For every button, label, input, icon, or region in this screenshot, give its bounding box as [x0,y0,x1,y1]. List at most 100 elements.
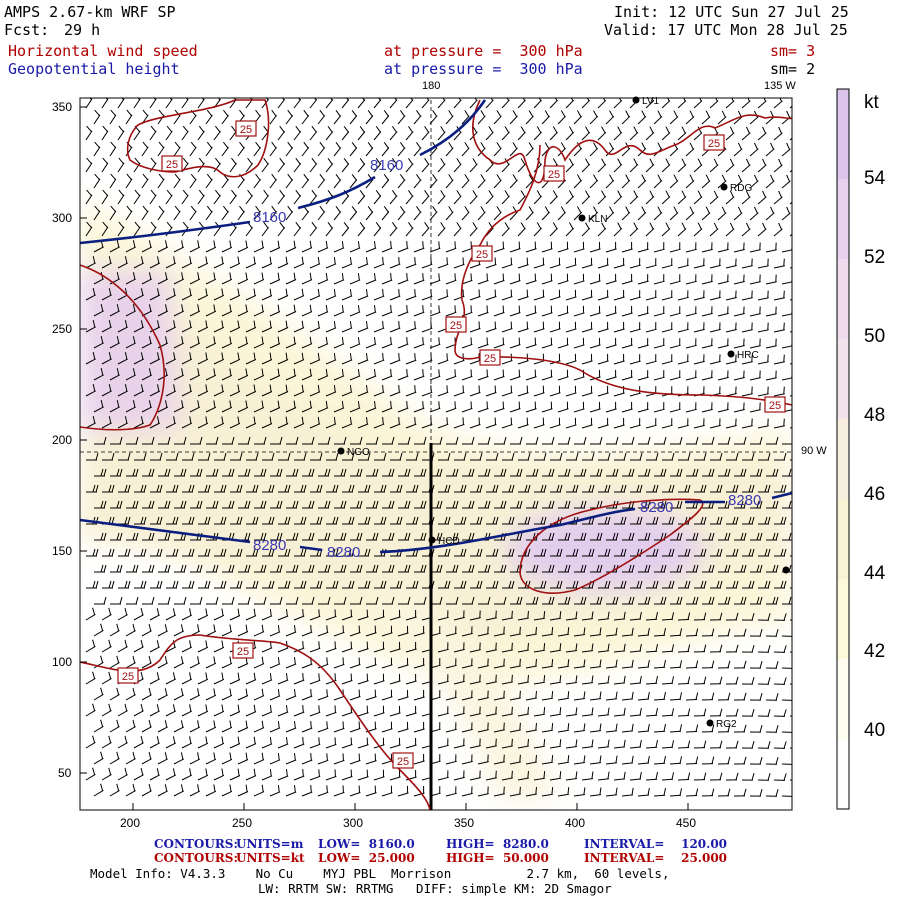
speed-label-box [543,165,565,182]
station-marker [782,566,790,574]
smoothing-geopotential: sm= 2 [770,60,816,78]
speed-label: 25 [122,671,134,683]
axis-ticks [80,106,689,810]
contour-speed-high: HIGH= 50.000 [446,851,549,865]
speed-label-box [471,245,493,262]
forecast-hours: 29 h [64,21,101,39]
speed-label: 25 [476,249,488,261]
wind-barb-field [85,98,792,797]
contour-height-label: CONTOURS: [154,837,238,851]
speed-labels: 25 25 25 25 25 25 25 25 25 25 25 [117,120,786,769]
wind-barbs [85,98,792,797]
model-info: Model Info: V4.3.3 No Cu MYJ PBL Morriso… [90,866,670,881]
x-tick: 400 [565,816,586,830]
x-tick: 450 [676,816,697,830]
y-tick: 150 [52,544,73,558]
height-label: 8280 [327,544,360,561]
model-physics-info: LW: RRTM SW: RRTMG DIFF: simple KM: 2D S… [258,881,612,896]
colorbar-label: 50 [864,326,886,347]
station-marker [428,536,436,544]
speed-label-box [703,134,725,151]
x-tick: 300 [343,816,364,830]
field-geopotential-title: Geopotential height [8,60,180,78]
speed-label: 25 [484,353,496,365]
speed-label-box [232,642,254,659]
model-title: AMPS 2.67-km WRF SP [4,3,176,21]
height-labels: 8160 8160 8280 8280 8280 8280 [253,157,761,561]
reference-lines [80,100,792,810]
y-tick: 50 [58,766,72,780]
init-time: Init: 12 UTC Sun 27 Jul 25 [614,3,849,21]
plot-frame [79,97,793,811]
colorbar-label: 54 [864,168,886,189]
speed-label: 25 [397,756,409,768]
speed-label-box [117,667,139,684]
y-tick: 100 [52,655,73,669]
height-label: 8160 [253,209,286,226]
x-tick: 200 [120,816,141,830]
station-marker [720,183,728,191]
color-bar [836,88,850,810]
height-label: 8280 [728,492,761,509]
y-tick: 250 [52,322,73,336]
y-tick: 350 [52,100,73,114]
station-label: HCD [438,536,460,547]
contour-height-low: LOW= 8160.0 [318,837,415,851]
speed-label: 25 [240,124,252,136]
speed-label: 25 [166,159,178,171]
speed-label-box [764,396,786,413]
contour-height-units: UNITS=m [236,837,304,851]
station-label: RDG [730,183,752,194]
height-label: 8280 [640,499,673,516]
y-tick: 200 [52,433,73,447]
height-label: 8280 [253,537,286,554]
meridian-90w-label: 90 W [801,445,827,457]
contour-speed-label: CONTOURS: [154,851,238,865]
colorbar-label: 52 [864,247,886,268]
forecast-label: Fcst: [4,21,50,39]
colorbar-label: 48 [864,405,886,426]
contour-height-high: HIGH= 8280.0 [446,837,549,851]
speed-label-box [161,155,183,172]
station-marker [706,719,714,727]
station-label: LV1 [642,96,659,107]
colorbar-label: 40 [864,720,886,741]
station-marker [727,350,735,358]
wind-speed-contours [80,99,792,810]
height-label: 8160 [370,157,403,174]
contour-height-interval: INTERVAL= 120.00 [584,837,728,851]
speed-label-box [479,349,501,366]
station-label: NGO [347,447,370,458]
contour-speed-low: LOW= 25.000 [318,851,415,865]
speed-label: 25 [548,169,560,181]
field-wind-speed-title: Horizontal wind speed [8,42,198,60]
colorbar-label: 46 [864,484,886,505]
speed-label-box [235,120,257,137]
level-geopotential: at pressure = 300 hPa [384,60,583,78]
station-label: RG2 [716,719,737,730]
station-marker [578,214,586,222]
station-label: KLN [588,214,607,225]
wind-speed-shading [80,98,792,810]
speed-label-box [392,752,414,769]
speed-label: 25 [450,320,462,332]
colorbar-label: 44 [864,563,886,584]
speed-label: 25 [237,646,249,658]
level-wind-speed: at pressure = 300 hPa [384,42,583,60]
station-label: HRC [737,350,759,361]
colorbar-label: 42 [864,641,886,662]
speed-label-box [445,316,467,333]
smoothing-wind-speed: sm= 3 [770,42,816,60]
x-tick: 250 [232,816,253,830]
geopotential-contours [80,99,792,554]
y-tick: 300 [52,211,73,225]
meridian-135w-label: 135 W [764,80,796,92]
valid-time: Valid: 17 UTC Mon 28 Jul 25 [604,21,848,39]
contour-speed-interval: INTERVAL= 25.000 [584,851,728,865]
colorbar-unit: kt [864,92,879,113]
x-tick: 350 [454,816,475,830]
meridian-180-label: 180 [422,80,441,92]
speed-label: 25 [769,400,781,412]
station-marker [337,447,345,455]
